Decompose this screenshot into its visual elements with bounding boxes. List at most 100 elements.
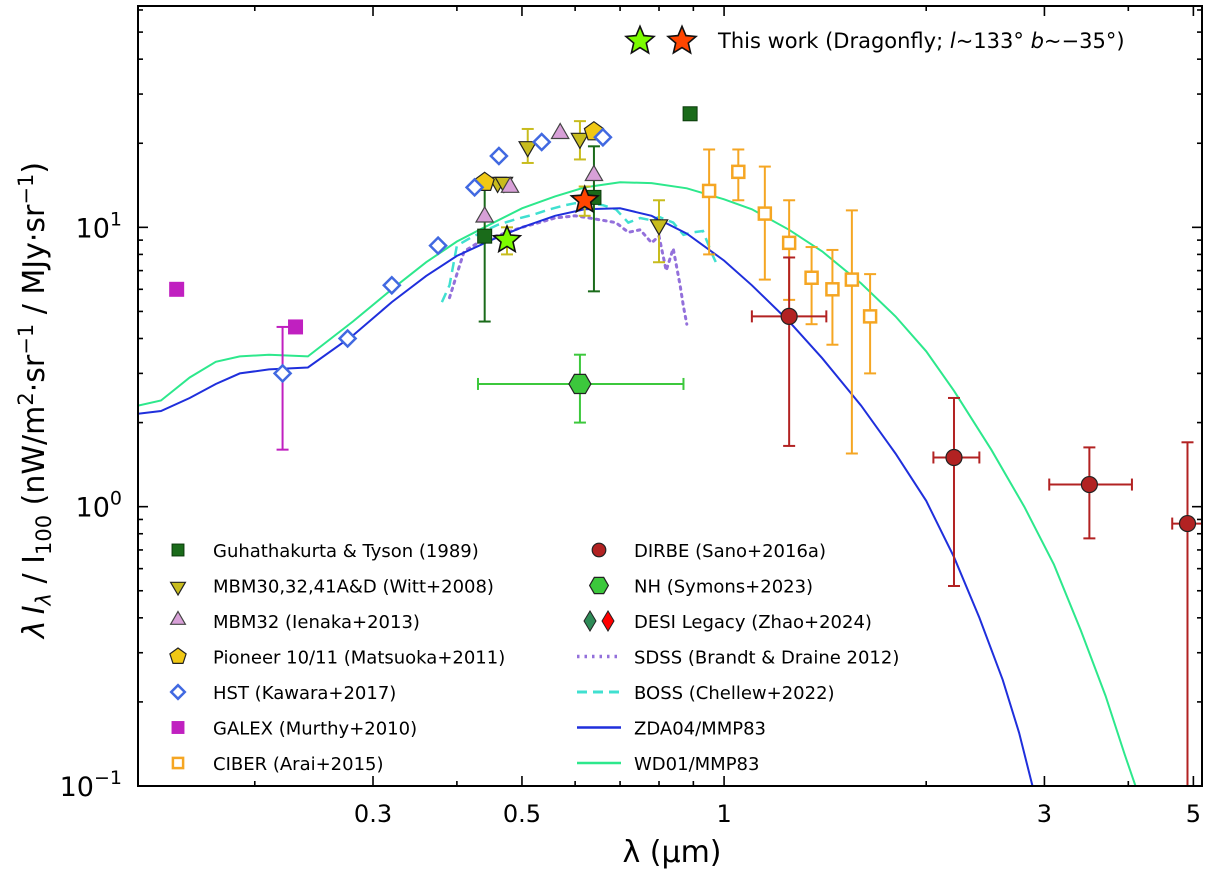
legend-marker-guhathakurta-tyson-1989 [171,543,185,557]
mbm30-32-41a-d-witt-2008-1-point-3 [570,132,590,150]
guhathakurta-tyson-1989-0-point-0 [477,228,493,244]
dirbe-sano-2016a-7-point-2 [1080,475,1098,494]
hst-kawara-2017-4-point-5 [489,146,509,166]
top-legend-prefix: This work (Dragonfly; [717,29,950,53]
legend-entry-ciber-arai-2015: CIBER (Arai+2015) [171,754,384,775]
mbm32-ienaka-2013-2-point-0 [474,205,495,223]
y-axis-label: λIλ / I100 (nW/m2·sr−1 / MJy·sr−1) [14,162,56,640]
legend-entry-boss-chellew-2022: BOSS (Chellew+2022) [577,683,835,704]
ciber-arai-2015-6-point-7 [862,309,878,324]
legend-label-desi-legacy-zhao-2024: DESI Legacy (Zhao+2024) [634,612,872,633]
ylabel-units-d: ) [17,162,52,174]
top-legend: This work (Dragonfly; l~133° b~−35°) [624,24,1125,55]
ciber-arai-2015-6-point-6 [844,272,860,287]
legend-entry-guhathakurta-tyson-1989: Guhathakurta & Tyson (1989) [171,541,479,562]
ylabel-sup-m1a: −1 [14,324,38,355]
ylabel-units-b: ·sr [17,354,52,392]
legend-entry-pioneer-10-11-matsuoka-2011: Pioneer 10/11 (Matsuoka+2011) [169,647,505,669]
legend-label-mbm30-32-41a-d-witt-2008: MBM30,32,41A&D (Witt+2008) [213,577,494,598]
legend-entry-sdss-brandt-draine-2012: SDSS (Brandt & Draine 2012) [577,648,899,669]
ylabel-sub-100: 100 [32,515,56,555]
nh-symons-2023-8-point-0 [568,373,592,395]
legend-entry-dirbe-sano-2016a: DIRBE (Sano+2016a) [591,541,826,562]
top-legend-label: This work (Dragonfly; l~133° b~−35°) [717,29,1125,53]
line-zda04-mmp83 [138,207,1034,786]
top-legend-b-value: ~−35°) [1044,29,1125,53]
legend-label-pioneer-10-11-matsuoka-2011: Pioneer 10/11 (Matsuoka+2011) [213,648,505,669]
ciber-arai-2015-6-point-3 [781,235,797,251]
ylabel-i100: / I [17,555,52,593]
mbm32-ienaka-2013-2-point-2 [550,122,570,140]
mbm30-32-41a-d-witt-2008-1-point-4 [649,219,669,237]
legend-entry-mbm32-ienaka-2013: MBM32 (Ienaka+2013) [169,610,420,633]
mbm32-ienaka-2013-2-point-3 [584,164,604,182]
legend-label-zda04-mmp83: ZDA04/MMP83 [634,719,766,740]
hst-kawara-2017-4-point-2 [382,275,402,296]
legend-entry-desi-legacy-zhao-2024: DESI Legacy (Zhao+2024) [583,610,872,633]
legend-marker-dirbe-sano-2016a [591,542,607,558]
ylabel-sup-2: 2 [14,392,38,405]
legend-entry-galex-murthy-2010: GALEX (Murthy+2010) [171,719,417,740]
y-tick-label-2: 101 [76,208,122,244]
legend-marker-hst-kawara-2017 [169,683,187,701]
hst-kawara-2017-4-point-7 [593,127,613,148]
legend: Guhathakurta & Tyson (1989) MBM30,32,41A&… [169,541,899,775]
top-legend-b: b [1031,29,1044,53]
x-tick-label-2: 1 [716,800,731,828]
y-tick-label-1: 100 [76,488,122,524]
hst-kawara-2017-4-point-3 [428,235,448,256]
x-axis-label: λ (μm) [622,835,721,869]
ciber-arai-2015-6-point-2 [757,206,773,221]
mbm30-32-41a-d-witt-2008-1-point-2 [518,141,538,158]
legend-label-ciber-arai-2015: CIBER (Arai+2015) [213,754,384,775]
hst-kawara-2017-4-point-0 [272,363,293,384]
dirbe-sano-2016a-7-point-0 [780,307,798,325]
ciber-arai-2015-6-point-1 [731,164,746,180]
legend-entry-wd01-mmp83: WD01/MMP83 [577,754,759,775]
ylabel-i: I [17,605,52,614]
top-legend-l-value: ~133° [956,29,1024,53]
legend-label-guhathakurta-tyson-1989: Guhathakurta & Tyson (1989) [213,541,479,562]
legend-entry-zda04-mmp83: ZDA04/MMP83 [577,719,766,740]
top-legend-star-1 [666,24,698,55]
legend-marker-desi-legacy-zhao-2024 [583,610,615,632]
hst-kawara-2017-4-point-6 [531,132,552,152]
legend-label-boss-chellew-2022: BOSS (Chellew+2022) [634,683,835,704]
ylabel-units-a: (nW/m [17,406,52,515]
ylabel-sub-lambda: λ [32,593,56,606]
this-work-dragonfly-l-133-b-35-10-point-0 [491,224,523,254]
ylabel-lambda: λ [17,620,52,640]
ciber-arai-2015-6-point-4 [804,270,819,285]
desi-diamond-red [601,610,615,632]
plot-frame [137,5,1203,787]
y-tick-label-0: 10−1 [60,767,122,803]
galex-murthy-2010-5-point-1 [288,319,304,335]
x-tick-label-0: 0.3 [354,800,392,828]
dirbe-sano-2016a-7-point-3 [1178,514,1197,533]
legend-label-dirbe-sano-2016a: DIRBE (Sano+2016a) [634,541,826,562]
ylabel-units-c: / MJy·sr [17,204,52,324]
x-tick-label-1: 0.5 [503,800,541,828]
legend-marker-galex-murthy-2010 [171,721,185,734]
legend-label-hst-kawara-2017: HST (Kawara+2017) [213,683,396,704]
legend-marker-pioneer-10-11-matsuoka-2011 [169,647,187,665]
legend-label-nh-symons-2023: NH (Symons+2023) [634,577,813,598]
this-work-dragonfly-l-133-b-35-11-point-0 [569,184,600,214]
legend-label-wd01-mmp83: WD01/MMP83 [634,754,759,775]
galex-murthy-2010-5-point-0 [169,281,185,297]
legend-marker-nh-symons-2023 [588,576,610,595]
guhathakurta-tyson-1989-0-point-2 [682,106,698,122]
legend-marker-mbm32-ienaka-2013 [169,610,187,625]
ylabel-sup-m1b: −1 [14,174,38,205]
top-legend-star-0 [624,24,656,55]
x-tick-label-3: 3 [1037,800,1052,828]
legend-marker-ciber-arai-2015 [171,756,185,770]
x-tick-label-4: 5 [1186,800,1201,828]
axis-ticks [138,6,1202,787]
top-legend-l: l [950,29,956,53]
tick-labels: 0.3 0.5 1 3 5 10−1 100 101 [60,208,1201,828]
top-legend-star-markers [624,24,698,55]
dirbe-sano-2016a-7-point-1 [945,448,963,467]
legend-label-sdss-brandt-draine-2012: SDSS (Brandt & Draine 2012) [634,648,899,669]
